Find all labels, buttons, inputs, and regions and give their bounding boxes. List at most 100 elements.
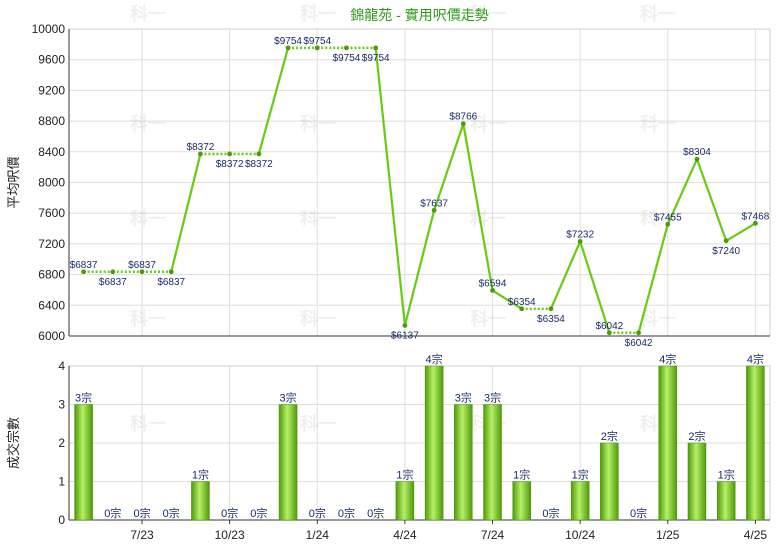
count-bar-label: 0宗 [309, 506, 326, 520]
price-line-segment [257, 47, 290, 155]
count-bar-label: 4宗 [747, 352, 764, 366]
price-line-segment [637, 224, 669, 334]
count-bar [512, 481, 531, 521]
price-point-label: $8372 [187, 142, 215, 153]
count-bar-label: 2宗 [688, 429, 705, 443]
count-bar-label: 0宗 [630, 506, 647, 520]
price-point [402, 323, 408, 328]
count-bar [278, 404, 298, 521]
price-point-label: $7232 [566, 229, 594, 240]
watermark-text: 科一 [470, 113, 506, 134]
price-point [373, 45, 379, 51]
price-point [636, 330, 641, 336]
watermark-text: 科一 [300, 413, 336, 434]
x-tick-label: 7/23 [130, 528, 154, 542]
price-point [752, 220, 758, 226]
price-point [723, 238, 729, 244]
count-bar-label: 1宗 [513, 468, 530, 482]
price-line-segment [170, 153, 202, 273]
watermark-text: 科一 [300, 308, 336, 329]
x-tick-label: 1/25 [656, 528, 680, 542]
x-tick-label: 10/23 [215, 528, 245, 542]
price-point [285, 45, 291, 51]
count-bar-label: 2宗 [601, 429, 618, 443]
price-tick-label: 8800 [38, 114, 65, 128]
price-point-label: $8372 [245, 159, 273, 170]
price-point [81, 269, 87, 275]
price-point [198, 151, 203, 157]
count-bar-label: 0宗 [221, 506, 238, 520]
price-point-label: $6042 [625, 338, 653, 349]
count-bar [570, 481, 590, 521]
count-bar [600, 442, 619, 521]
price-point [227, 151, 233, 157]
price-point-label: $8766 [449, 112, 477, 123]
price-point-label: $6837 [70, 260, 98, 271]
price-y-axis-label: 平均呎價 [6, 156, 21, 208]
price-point-label: $7455 [654, 212, 682, 223]
watermark-layer: 科一科一科一科一科一科一科一科一科一科一科一科一科一科一科一科一科一科一科一科一 [130, 3, 676, 434]
watermark-text: 科一 [130, 308, 166, 329]
price-tick-label: 8400 [38, 145, 65, 159]
count-bar-label: 3宗 [484, 391, 501, 405]
x-tick-label: 4/25 [744, 528, 768, 542]
count-bar-label: 4宗 [659, 352, 676, 366]
price-tick-label: 9600 [38, 53, 65, 67]
price-tick-label: 7600 [38, 206, 65, 220]
price-point-label: $9754 [303, 36, 331, 47]
x-tick-label: 1/24 [306, 528, 330, 542]
price-point [519, 306, 525, 312]
price-tick-label: 6800 [38, 268, 65, 282]
price-line-segment [695, 158, 728, 242]
watermark-text: 科一 [640, 113, 676, 134]
watermark-text: 科一 [640, 3, 676, 24]
count-bar [424, 365, 444, 521]
watermark-text: 科一 [470, 3, 506, 24]
price-line-segment [462, 123, 494, 291]
count-tick-label: 1 [58, 475, 65, 489]
price-point-label: $6837 [99, 277, 127, 288]
price-point [256, 151, 262, 157]
count-bar-label: 3宗 [455, 391, 472, 405]
count-bar-label: 0宗 [163, 506, 180, 520]
price-tick-label: 6400 [38, 298, 65, 312]
count-bar-label: 1宗 [572, 468, 589, 482]
price-point-label: $6837 [128, 260, 156, 271]
price-line-segment [433, 123, 465, 211]
count-bar-label: 0宗 [367, 506, 384, 520]
price-point [168, 269, 174, 275]
price-point [139, 269, 145, 275]
price-point-label: $8304 [683, 147, 711, 158]
count-bar-label: 4宗 [426, 352, 443, 366]
price-tick-label: 10000 [32, 22, 66, 36]
price-point [431, 207, 437, 213]
price-point-label: $9754 [333, 53, 361, 64]
price-point [548, 306, 554, 312]
watermark-text: 科一 [130, 113, 166, 134]
watermark-text: 科一 [130, 208, 166, 229]
price-tick-label: 8000 [38, 176, 65, 190]
price-point [665, 221, 671, 227]
price-line-segment [549, 241, 582, 310]
line-layer [81, 45, 758, 336]
count-tick-label: 2 [58, 436, 65, 450]
count-bar [746, 365, 765, 521]
watermark-text: 科一 [300, 113, 336, 134]
price-point-label: $9754 [362, 53, 390, 64]
count-bar-label: 1宗 [396, 468, 413, 482]
watermark-text: 科一 [300, 208, 336, 229]
x-tick-label: 7/24 [481, 528, 505, 542]
price-point-label: $7468 [741, 211, 769, 222]
price-line-segment [666, 158, 698, 225]
watermark-text: 科一 [130, 413, 166, 434]
price-point [314, 45, 320, 51]
count-bar [483, 404, 502, 521]
price-point [344, 45, 349, 51]
price-line-segment [579, 241, 611, 334]
price-point-label: $6837 [157, 277, 185, 288]
watermark-text: 科一 [640, 308, 676, 329]
price-point-label: $9754 [274, 36, 302, 47]
price-point-label: $6354 [508, 297, 536, 308]
price-point [490, 288, 495, 293]
